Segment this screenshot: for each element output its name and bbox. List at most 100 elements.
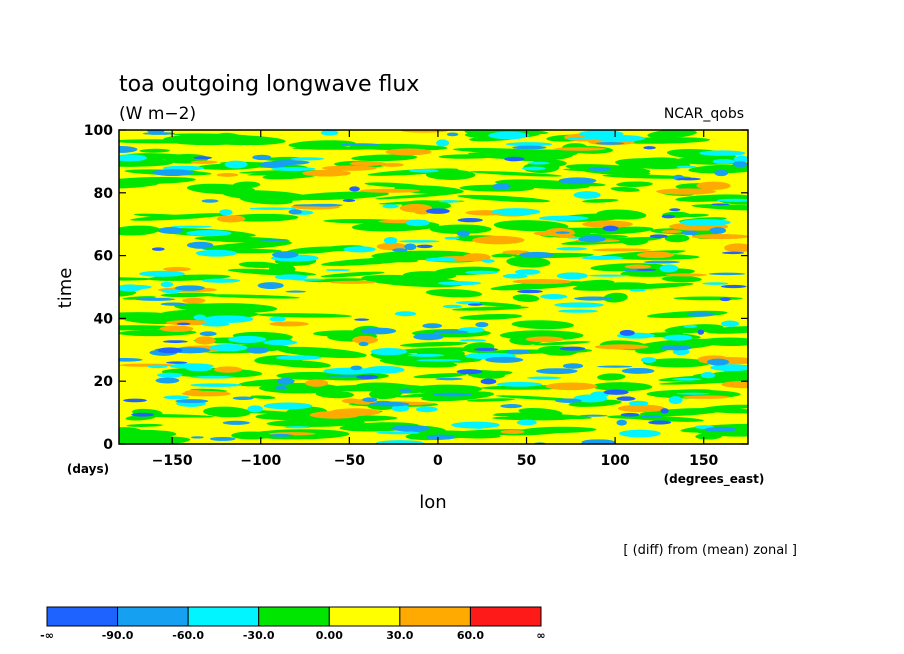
- anomaly-patch: [135, 297, 176, 301]
- anomaly-patch: [573, 279, 615, 287]
- anomaly-patch: [147, 364, 168, 369]
- anomaly-patch: [491, 253, 518, 258]
- anomaly-patch: [376, 440, 424, 444]
- anomaly-patch: [232, 396, 254, 400]
- anomaly-patch: [269, 321, 309, 327]
- anomaly-patch: [130, 213, 232, 221]
- anomaly-patch: [516, 419, 537, 426]
- anomaly-patch: [444, 236, 460, 240]
- anomaly-patch: [263, 402, 313, 410]
- anomaly-patch: [514, 269, 541, 275]
- anomaly-patch: [567, 137, 595, 140]
- anomaly-patch: [250, 395, 276, 399]
- x-axis: −150 −100 −50 0 50 100 150: [152, 130, 719, 469]
- anomaly-patch: [382, 204, 399, 209]
- chart-title: toa outgoing longwave flux: [119, 72, 419, 97]
- anomaly-patch: [213, 366, 243, 373]
- anomaly-patch: [182, 297, 206, 304]
- anomaly-patch: [665, 273, 708, 277]
- anomaly-patch: [661, 214, 675, 219]
- anomaly-patch: [538, 215, 589, 221]
- anomaly-patch: [119, 357, 143, 362]
- colorbar-label: -90.0: [102, 629, 134, 642]
- anomaly-patch: [426, 434, 456, 440]
- anomaly-patch: [266, 418, 366, 427]
- anomaly-patch: [252, 154, 272, 161]
- anomaly-patch: [629, 288, 647, 292]
- anomaly-patch: [621, 367, 655, 374]
- anomaly-patch: [485, 356, 524, 363]
- anomaly-patch: [636, 338, 721, 351]
- anomaly-patch: [356, 374, 379, 380]
- anomaly-patch: [285, 290, 307, 293]
- anomaly-patch: [257, 313, 352, 318]
- anomaly-patch: [201, 278, 241, 283]
- anomaly-patch: [512, 294, 540, 302]
- anomaly-patch: [269, 316, 286, 322]
- anomaly-patch: [369, 401, 410, 407]
- anomaly-patch: [271, 360, 331, 368]
- anomaly-patch: [119, 154, 147, 162]
- anomaly-patch: [288, 209, 303, 215]
- anomaly-patch: [721, 380, 748, 389]
- anomaly-patch: [470, 171, 562, 177]
- anomaly-patch: [274, 385, 288, 390]
- anomaly-patch: [181, 390, 231, 397]
- anomaly-patch: [467, 303, 483, 306]
- anomaly-patch: [597, 373, 626, 381]
- anomaly-patch: [459, 339, 487, 342]
- anomaly-patch: [413, 373, 467, 379]
- x-tick-label: 0: [433, 453, 443, 469]
- anomaly-patch: [647, 130, 697, 139]
- anomaly-patch: [636, 251, 675, 259]
- y-tick-label: 40: [94, 311, 114, 327]
- anomaly-patch: [195, 249, 237, 257]
- anomaly-patch: [640, 415, 663, 418]
- anomaly-patch: [119, 325, 175, 331]
- anomaly-patch: [368, 388, 403, 400]
- anomaly-patch: [615, 282, 694, 290]
- anomaly-patch: [707, 358, 730, 366]
- anomaly-patch: [522, 166, 546, 171]
- anomaly-patch: [399, 341, 468, 347]
- anomaly-patch: [527, 161, 550, 165]
- anomaly-patch: [191, 436, 204, 439]
- anomaly-patch: [719, 297, 731, 302]
- anomaly-patch: [593, 134, 645, 142]
- anomaly-patch: [525, 336, 564, 343]
- anomaly-patch: [464, 270, 499, 275]
- anomaly-patch: [660, 408, 669, 414]
- anomaly-patch: [413, 333, 444, 341]
- colorbar-label: -∞: [40, 629, 54, 642]
- y-unit-label: (days): [67, 462, 109, 476]
- anomaly-patch: [716, 198, 748, 202]
- anomaly-patch: [545, 382, 598, 391]
- anomaly-patch: [669, 208, 681, 212]
- anomaly-patch: [380, 162, 404, 167]
- colorbar-swatch: [187, 606, 260, 627]
- anomaly-patch: [653, 389, 713, 395]
- anomaly-patch: [506, 349, 531, 355]
- anomaly-patch: [323, 367, 375, 375]
- anomaly-patch: [462, 253, 491, 262]
- anomaly-patch: [322, 165, 377, 171]
- anomaly-patch: [553, 147, 607, 151]
- anomaly-patch: [186, 183, 256, 195]
- anomaly-patch: [405, 219, 430, 227]
- anomaly-patch: [686, 312, 715, 317]
- anomaly-patch: [354, 318, 370, 321]
- anomaly-patch: [157, 347, 183, 354]
- anomaly-patch: [408, 168, 439, 173]
- anomaly-patch: [329, 408, 381, 417]
- anomaly-patch: [370, 348, 408, 356]
- anomaly-patch: [619, 329, 635, 336]
- x-tick-label: 150: [689, 453, 718, 469]
- anomaly-patch: [557, 309, 599, 313]
- anomaly-patch: [681, 230, 699, 236]
- y-tick-label: 0: [103, 437, 113, 453]
- anomaly-patch: [709, 227, 727, 234]
- anomaly-patch: [219, 209, 233, 216]
- anomaly-patch: [286, 246, 345, 254]
- anomaly-patch: [343, 246, 376, 253]
